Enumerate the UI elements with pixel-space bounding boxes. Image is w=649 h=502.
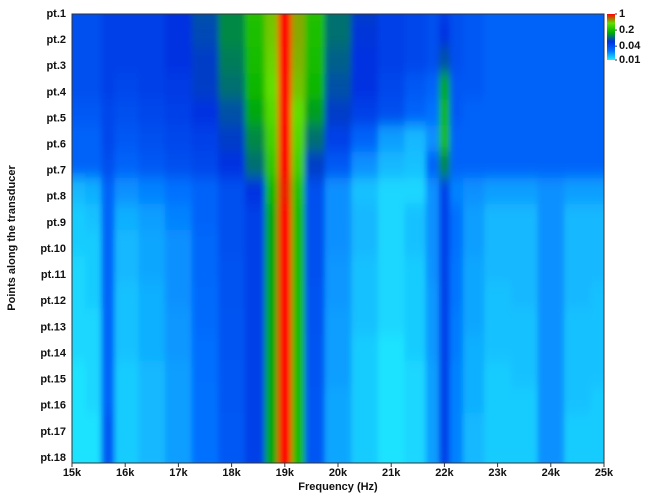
heatmap-cell xyxy=(351,438,379,463)
heatmap-cell xyxy=(439,47,451,86)
y-tick-label: pt.12 xyxy=(40,295,66,307)
heatmap-cell xyxy=(564,438,592,463)
heatmap-cell xyxy=(278,438,292,463)
y-tick-label: pt.16 xyxy=(40,400,66,412)
x-tick-label: 23k xyxy=(488,467,507,479)
heatmap-cell xyxy=(72,438,86,463)
heatmap-cell xyxy=(101,438,116,463)
x-tick-label: 25k xyxy=(595,467,614,479)
heatmap-cell xyxy=(439,334,451,373)
heatmap-cell xyxy=(191,438,219,463)
heatmap-cell xyxy=(439,151,451,190)
y-tick-label: pt.3 xyxy=(46,60,66,72)
heatmap-cell xyxy=(85,438,102,463)
heatmap-cell xyxy=(165,438,193,463)
heatmap-cell xyxy=(377,438,405,463)
y-tick-label: pt.18 xyxy=(40,452,66,464)
x-axis-label: Frequency (Hz) xyxy=(298,481,378,493)
heatmap-cell xyxy=(439,438,451,463)
colorbar-tick-label: 1 xyxy=(619,8,625,20)
y-tick-label: pt.4 xyxy=(46,86,66,98)
heatmap xyxy=(72,14,604,463)
x-tick-label: 22k xyxy=(435,467,454,479)
heatmap-cell xyxy=(439,412,451,451)
heatmap-cell xyxy=(484,438,512,463)
y-tick-label: pt.7 xyxy=(46,165,66,177)
x-tick-label: 17k xyxy=(169,467,188,479)
y-tick-label: pt.9 xyxy=(46,217,66,229)
y-tick-label: pt.17 xyxy=(40,426,66,438)
x-tick-label: 24k xyxy=(542,467,561,479)
colorbar-tick-label: 0.2 xyxy=(619,24,634,36)
heatmap-cell xyxy=(439,308,451,347)
x-tick-label: 16k xyxy=(116,467,135,479)
x-tick-label: 20k xyxy=(329,467,348,479)
y-tick-label: pt.14 xyxy=(40,347,67,359)
heatmap-cell xyxy=(439,99,451,138)
y-tick-label: pt.8 xyxy=(46,191,66,203)
x-tick-label: 18k xyxy=(222,467,241,479)
heatmap-cell xyxy=(439,360,451,399)
heatmap-cell xyxy=(291,438,306,463)
y-tick-label: pt.11 xyxy=(41,269,66,281)
heatmap-cell xyxy=(138,438,166,463)
y-tick-label: pt.1 xyxy=(46,8,66,20)
x-tick-label: 21k xyxy=(382,467,401,479)
x-tick-label: 19k xyxy=(276,467,295,479)
y-tick-label: pt.10 xyxy=(40,243,66,255)
heatmap-cell xyxy=(439,282,451,321)
plot-area xyxy=(72,14,604,463)
heatmap-cell xyxy=(439,230,451,269)
heatmap-cell xyxy=(537,438,565,463)
heatmap-cell xyxy=(439,21,451,60)
colorbar-tick-label: 0.01 xyxy=(619,54,640,66)
heatmap-cell xyxy=(114,438,139,463)
heatmap-cell xyxy=(439,203,451,242)
heatmap-cell xyxy=(404,438,427,463)
x-tick-label: 15k xyxy=(63,467,82,479)
heatmap-cell xyxy=(439,125,451,164)
y-axis-label: Points along the transducer xyxy=(6,165,18,311)
heatmap-cell xyxy=(425,438,440,463)
heatmap-cell xyxy=(264,438,279,463)
heatmap-cell xyxy=(439,177,451,216)
y-tick-label: pt.5 xyxy=(46,112,66,124)
heatmap-cell xyxy=(463,438,485,463)
heatmap-cell xyxy=(439,256,451,295)
heatmap-cell xyxy=(590,438,604,463)
heatmap-cell xyxy=(439,386,451,425)
heatmap-cell xyxy=(218,438,246,463)
heatmap-cell xyxy=(244,438,266,463)
colorbar xyxy=(607,14,615,60)
heatmap-cell xyxy=(449,438,464,463)
heatmap-cell xyxy=(324,438,352,463)
y-tick-label: pt.13 xyxy=(40,321,66,333)
y-tick-label: pt.2 xyxy=(46,34,66,46)
y-tick-label: pt.15 xyxy=(40,374,66,386)
colorbar-tick-label: 0.04 xyxy=(619,40,641,52)
heatmap-cell xyxy=(510,438,538,463)
heatmap-cell xyxy=(439,73,451,112)
heatmap-cell xyxy=(304,438,326,463)
y-tick-label: pt.6 xyxy=(46,138,66,150)
